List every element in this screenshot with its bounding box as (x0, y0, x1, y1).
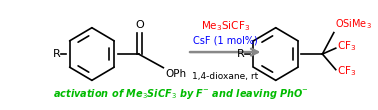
Text: 1,4-dioxane, rt: 1,4-dioxane, rt (192, 72, 259, 81)
Text: OPh: OPh (165, 69, 186, 79)
Text: CF$_3$: CF$_3$ (337, 65, 356, 78)
Text: O: O (135, 20, 144, 30)
Text: OSiMe$_3$: OSiMe$_3$ (335, 17, 372, 31)
Text: CF$_3$: CF$_3$ (337, 39, 356, 53)
Text: R: R (237, 49, 244, 59)
Text: Me$_3$SiCF$_3$: Me$_3$SiCF$_3$ (201, 19, 250, 33)
Text: activation of Me$_3$SiCF$_3$ by F$^{-}$ and leaving PhO$^{-}$: activation of Me$_3$SiCF$_3$ by F$^{-}$ … (54, 87, 309, 101)
Text: R: R (53, 49, 60, 59)
Text: CsF (1 mol%): CsF (1 mol%) (193, 35, 258, 45)
